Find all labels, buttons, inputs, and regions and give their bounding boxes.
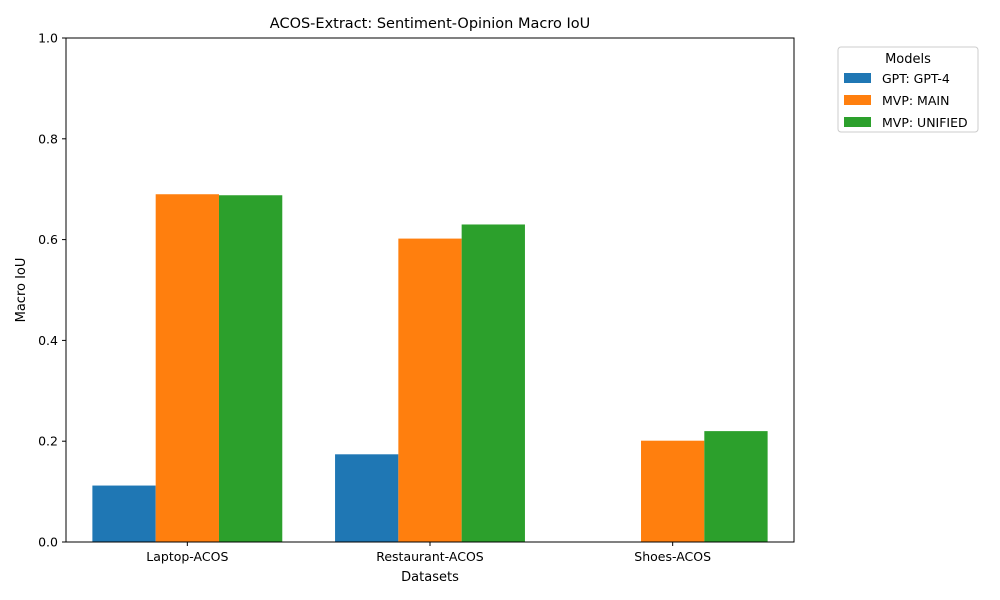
bar-3-2 [461,224,525,543]
bar-1-2 [335,454,399,542]
legend-swatch [844,117,871,127]
x-tick-label: Restaurant-ACOS [376,549,484,564]
legend: Models GPT: GPT-4 MVP: MAIN MVP: UNIFIED [837,46,979,133]
x-tick-label: Laptop-ACOS [146,549,228,564]
y-tick-label: 0.8 [38,131,58,146]
x-axis-ticks: Laptop-ACOS Restaurant-ACOS Shoes-ACOS [146,542,711,564]
bar-2-2 [398,238,462,543]
bars-group [92,194,768,543]
y-tick-label: 0.4 [38,333,58,348]
legend-label: MVP: UNIFIED [882,115,968,130]
y-tick-label: 0.0 [38,535,58,550]
legend-swatch [844,73,871,83]
legend-label: MVP: MAIN [882,93,949,108]
chart-title: ACOS-Extract: Sentiment-Opinion Macro Io… [270,16,590,32]
x-axis-label: Datasets [401,570,459,585]
legend-swatch [844,95,871,105]
y-axis-ticks: 0.0 0.2 0.4 0.6 0.8 1.0 [38,31,66,550]
bar-3-1 [218,195,283,543]
legend-box [837,46,979,133]
bar-2-3 [641,440,705,542]
legend-items: GPT: GPT-4 MVP: MAIN MVP: UNIFIED [844,71,968,130]
bar-1-1 [92,485,156,542]
y-axis-label: Macro IoU [14,258,29,323]
legend-label: GPT: GPT-4 [882,71,950,86]
bar-2-1 [155,194,219,543]
bar-3-3 [704,431,768,542]
y-tick-label: 0.2 [38,434,58,449]
y-tick-label: 0.6 [38,232,58,247]
x-tick-label: Shoes-ACOS [634,549,711,564]
legend-title: Models [885,52,931,67]
plot-frame [65,37,795,543]
y-tick-label: 1.0 [38,31,58,46]
